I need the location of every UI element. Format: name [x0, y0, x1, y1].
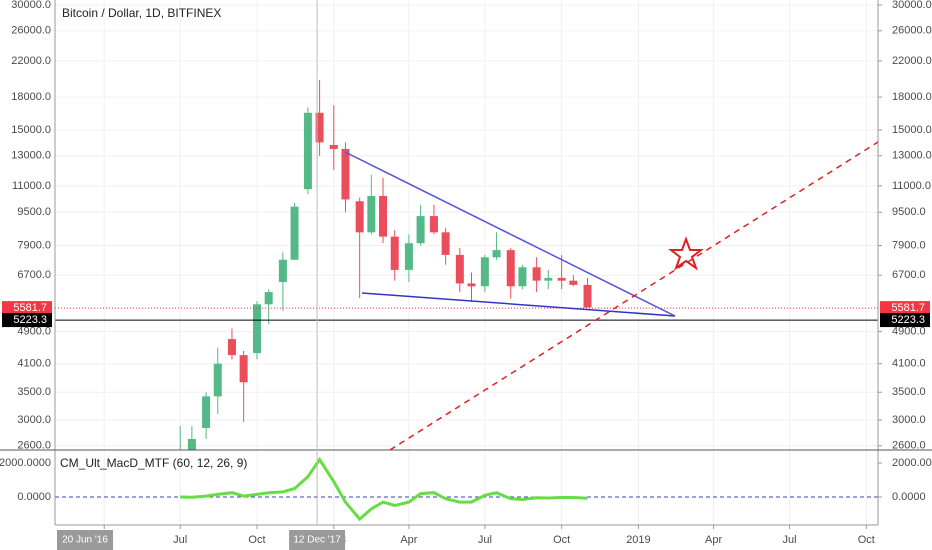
y-tick-label-left: 18000.0	[11, 91, 51, 103]
y-tick-label: 13000.0	[892, 150, 932, 162]
y-tick-label: 3500.0	[892, 386, 926, 398]
price-label-box	[880, 301, 930, 316]
drawings	[344, 141, 878, 450]
candle-body	[227, 339, 236, 356]
y-tick-label: 2600.0	[892, 440, 926, 452]
candle-body	[404, 243, 413, 270]
date-label-box	[57, 530, 113, 550]
macd-pane	[55, 451, 878, 525]
y-tick-label-left: 9500.0	[17, 206, 51, 218]
price-label: 5581.7	[891, 302, 925, 314]
y-tick-label-left: 3500.0	[17, 386, 51, 398]
y-tick-label: 9500.0	[892, 206, 926, 218]
candle-body	[315, 112, 324, 143]
candle-body	[303, 112, 312, 190]
y-tick-label: 26000.0	[892, 25, 932, 37]
candle-body	[239, 355, 248, 383]
y-tick-label: 18000.0	[892, 91, 932, 103]
candle-body	[441, 232, 450, 255]
star	[668, 236, 704, 271]
candle-body	[213, 363, 222, 397]
candle-body	[355, 201, 364, 233]
y-tick-label: 4900.0	[892, 325, 926, 337]
y-tick-label: 11000.0	[892, 180, 931, 192]
price-pane	[55, 0, 878, 450]
candle-body	[467, 283, 476, 287]
candle-body	[341, 148, 350, 200]
y-tick-label-left: 26000.0	[11, 25, 51, 37]
date-label-box	[289, 530, 346, 550]
y-tick-label: 3000.0	[892, 414, 926, 426]
y-tick-label-left: 30000.0	[11, 0, 51, 11]
y-tick-label-left: 2600.0	[17, 440, 51, 452]
y-tick-label-left: 6700.0	[17, 269, 51, 281]
candle-body	[480, 257, 489, 287]
macd-line	[180, 456, 588, 522]
candle-body	[329, 144, 338, 149]
price-label-left-box	[2, 301, 52, 316]
y-tick-label-left: 13000.0	[11, 150, 51, 162]
x-tick-label: Jul	[173, 534, 187, 546]
candle-body	[264, 292, 273, 305]
y-tick-label-left: 3000.0	[17, 414, 51, 426]
y-tick-label-left: 15000.0	[11, 124, 51, 136]
date-label: 12 Dec '17	[293, 535, 341, 546]
price-label: 5223.3	[891, 314, 925, 326]
y-tick-label-left: 2000.0000	[0, 457, 51, 469]
x-tick-label: Oct	[248, 534, 265, 546]
candle-body	[379, 195, 388, 237]
chart-title: Bitcoin / Dollar, 1D, BITFINEX	[62, 6, 221, 20]
candle-body	[506, 250, 515, 287]
candle-body	[278, 259, 287, 283]
y-tick-label-left: 4100.0	[17, 358, 51, 370]
x-tick-label: Jul	[478, 534, 492, 546]
axes	[0, 0, 932, 526]
y-tick-label: 30000.0	[892, 0, 932, 11]
trendline-lower	[361, 292, 676, 317]
x-tick-label: Apr	[705, 534, 722, 546]
y-tick-label: 6700.0	[892, 269, 926, 281]
y-tick-label-left: 22000.0	[11, 55, 51, 67]
x-tick-label: Oct	[858, 534, 875, 546]
candle-body	[367, 195, 376, 233]
candle-body	[492, 250, 501, 258]
y-tick-label: 2000.0000	[892, 457, 932, 469]
y-tick-label-left: 11000.0	[12, 180, 51, 192]
candle-body	[416, 216, 425, 244]
date-label: 20 Jun '16	[62, 535, 108, 546]
candle-body	[202, 396, 211, 428]
price-label-left-box	[2, 313, 52, 328]
y-tick-label: 7900.0	[892, 239, 926, 251]
candle-body	[290, 206, 299, 260]
candle-body	[429, 216, 438, 233]
price-label-left: 5581.7	[13, 302, 47, 314]
y-tick-label: 22000.0	[892, 55, 932, 67]
candle-body	[583, 284, 592, 308]
candle-body	[390, 236, 399, 270]
candle-body	[455, 254, 464, 284]
y-tick-label-left: 7900.0	[17, 239, 51, 251]
indicator-title: CM_Ult_MacD_MTF (60, 12, 26, 9)	[60, 456, 247, 470]
y-tick-label-left: 0.0000	[17, 491, 51, 503]
y-tick-label: 0.0000	[892, 491, 926, 503]
candle-body	[532, 267, 541, 281]
trendline-upper	[344, 151, 676, 317]
y-tick-label-left: 4900.0	[17, 325, 51, 337]
x-tick-label: 2019	[626, 534, 650, 546]
projection-line	[389, 141, 878, 450]
x-tick-label: Jul	[782, 534, 796, 546]
candle-body	[544, 277, 553, 281]
price-label-left: 5223.3	[13, 314, 47, 326]
candle-body	[187, 438, 196, 450]
x-tick-label: Apr	[400, 534, 417, 546]
candle-body	[569, 280, 578, 285]
candle-body	[557, 277, 566, 281]
y-tick-label: 15000.0	[892, 124, 932, 136]
y-tick-label: 4100.0	[892, 358, 926, 370]
candle-body	[518, 267, 527, 287]
candle-body	[252, 304, 261, 354]
price-label-box	[880, 313, 930, 328]
x-tick-label: Oct	[553, 534, 570, 546]
